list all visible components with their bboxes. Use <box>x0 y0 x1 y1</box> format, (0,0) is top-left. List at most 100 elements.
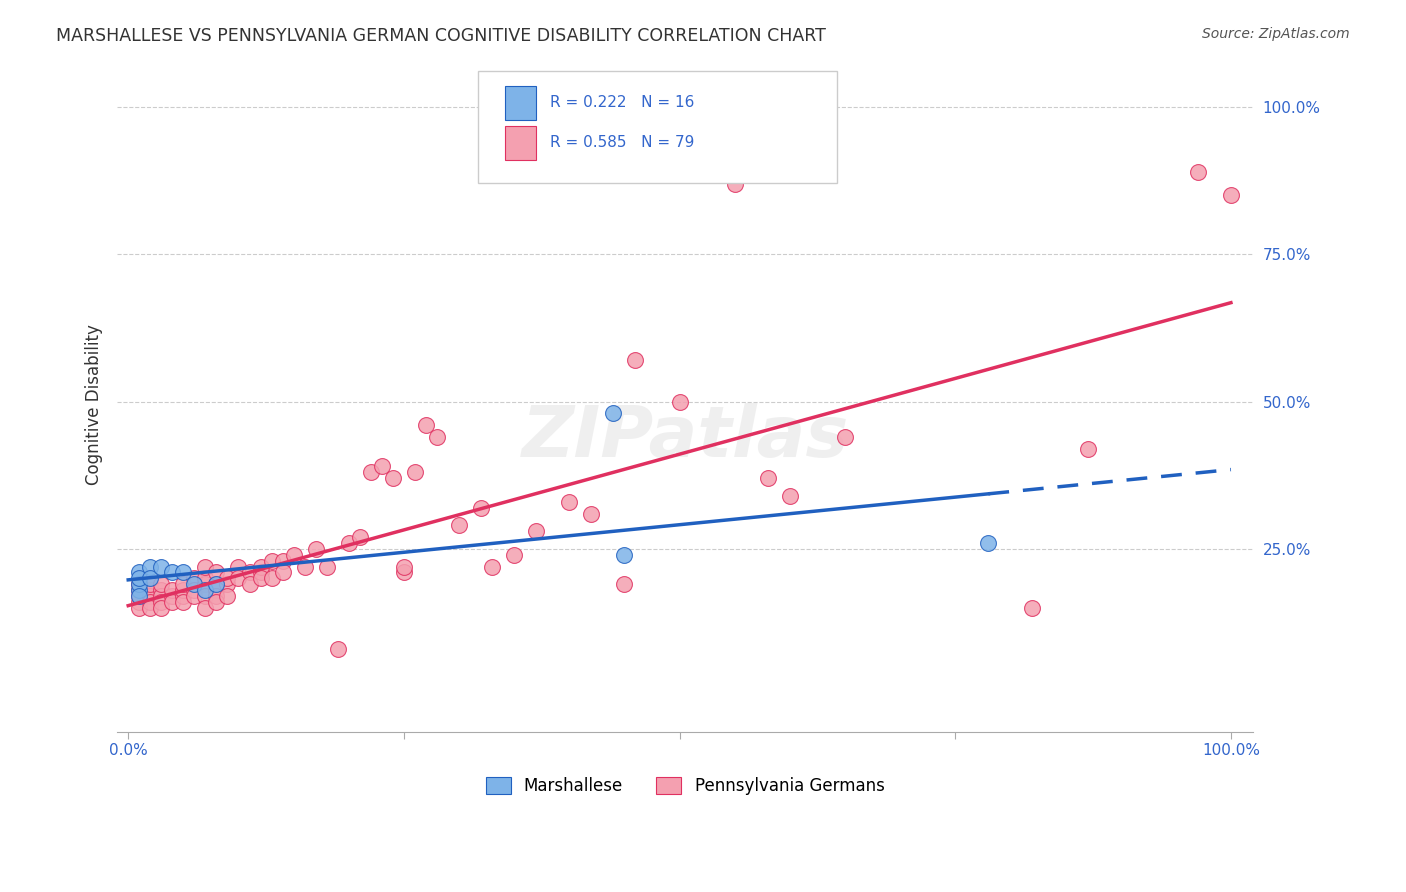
Point <box>183 589 205 603</box>
Point <box>205 589 228 603</box>
Point <box>260 571 283 585</box>
Point <box>977 536 1000 550</box>
Point <box>139 577 162 591</box>
Point <box>172 566 194 580</box>
Point <box>392 559 415 574</box>
Point <box>128 571 150 585</box>
Point <box>217 577 239 591</box>
Point <box>426 430 449 444</box>
Point <box>624 353 647 368</box>
Point <box>162 589 184 603</box>
Point <box>150 577 173 591</box>
Point <box>183 583 205 598</box>
Point <box>371 459 394 474</box>
Point <box>470 500 492 515</box>
Point <box>668 394 690 409</box>
Point <box>415 418 437 433</box>
Point <box>128 595 150 609</box>
Point <box>128 589 150 603</box>
Point <box>150 589 173 603</box>
Point <box>1219 188 1241 202</box>
Point <box>128 583 150 598</box>
Point <box>172 595 194 609</box>
Point <box>128 577 150 591</box>
Point <box>194 559 217 574</box>
Y-axis label: Cognitive Disability: Cognitive Disability <box>86 324 103 485</box>
Point <box>217 589 239 603</box>
Point <box>172 583 194 598</box>
Point <box>524 524 547 539</box>
Point <box>613 577 636 591</box>
Point <box>756 471 779 485</box>
Point <box>128 589 150 603</box>
Point <box>260 554 283 568</box>
Point <box>139 595 162 609</box>
Point <box>249 566 271 580</box>
Point <box>139 559 162 574</box>
Point <box>150 600 173 615</box>
Point <box>558 494 581 508</box>
Point <box>283 548 305 562</box>
Point <box>238 566 260 580</box>
Point <box>392 566 415 580</box>
Point <box>1021 600 1043 615</box>
Point <box>205 566 228 580</box>
Point <box>128 566 150 580</box>
Point <box>404 465 426 479</box>
Point <box>337 536 360 550</box>
Point <box>271 554 294 568</box>
Legend: Marshallese, Pennsylvania Germans: Marshallese, Pennsylvania Germans <box>479 770 891 802</box>
Point <box>381 471 404 485</box>
Point <box>194 577 217 591</box>
Point <box>326 642 349 657</box>
Point <box>613 548 636 562</box>
Point <box>150 559 173 574</box>
Text: Source: ZipAtlas.com: Source: ZipAtlas.com <box>1202 27 1350 41</box>
Point <box>724 177 747 191</box>
Point <box>779 489 801 503</box>
Point <box>139 600 162 615</box>
Point <box>194 600 217 615</box>
Point <box>249 559 271 574</box>
Point <box>481 559 503 574</box>
Point <box>139 589 162 603</box>
Point <box>1187 165 1209 179</box>
Point <box>139 583 162 598</box>
Point <box>238 577 260 591</box>
Point <box>194 583 217 598</box>
Point <box>172 577 194 591</box>
Point <box>503 548 526 562</box>
Point <box>249 571 271 585</box>
Point <box>194 571 217 585</box>
Point <box>205 577 228 591</box>
Point <box>150 583 173 598</box>
Point <box>183 571 205 585</box>
Text: MARSHALLESE VS PENNSYLVANIA GERMAN COGNITIVE DISABILITY CORRELATION CHART: MARSHALLESE VS PENNSYLVANIA GERMAN COGNI… <box>56 27 827 45</box>
Point <box>194 589 217 603</box>
Point <box>228 559 250 574</box>
Point <box>581 507 603 521</box>
Point <box>205 595 228 609</box>
Point <box>150 595 173 609</box>
Point <box>128 583 150 598</box>
Point <box>228 571 250 585</box>
Point <box>139 571 162 585</box>
Point <box>360 465 382 479</box>
Point <box>305 541 328 556</box>
Point <box>834 430 856 444</box>
Text: R = 0.222   N = 16: R = 0.222 N = 16 <box>550 95 695 110</box>
Point <box>128 600 150 615</box>
Point <box>349 530 371 544</box>
Point <box>1077 442 1099 456</box>
Point <box>294 559 316 574</box>
Text: ZIPatlas: ZIPatlas <box>522 402 849 472</box>
Point <box>271 566 294 580</box>
Point <box>183 577 205 591</box>
Point <box>172 589 194 603</box>
Point <box>162 566 184 580</box>
Text: R = 0.585   N = 79: R = 0.585 N = 79 <box>550 136 695 150</box>
Point <box>205 577 228 591</box>
Point <box>447 518 470 533</box>
Point <box>315 559 337 574</box>
Point <box>162 595 184 609</box>
